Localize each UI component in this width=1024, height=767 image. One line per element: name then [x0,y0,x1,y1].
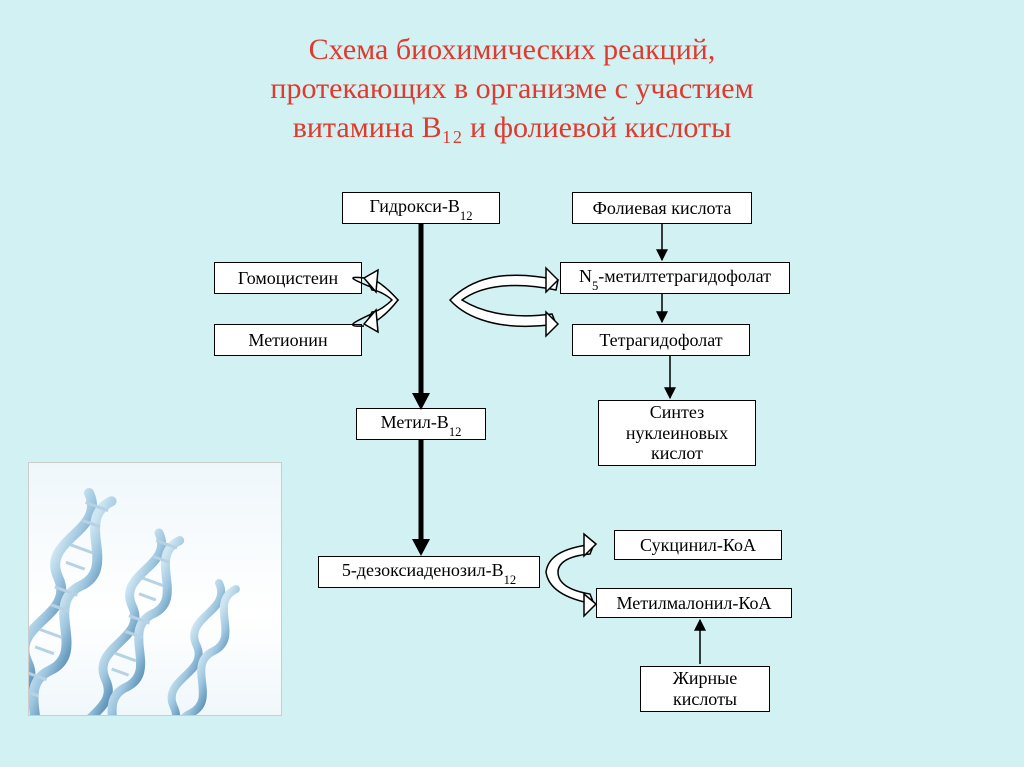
node-thf: Тетрагидофолат [572,324,750,356]
arrow-hydroxy-to-methyl [412,224,430,410]
node-fatty-acids: Жирные кислоты [640,666,770,712]
node-methionine: Метионин [214,324,362,356]
title-line-3: витамина B₁₂ и фолиевой кислоты [293,111,732,144]
diagram-canvas: Схема биохимических реакций, протекающих… [0,0,1024,767]
dna-image [28,462,282,716]
title-line-1: Схема биохимических реакций, [309,33,716,66]
arrow-methyl-to-deoxy [412,440,430,556]
node-folic-acid: Фолиевая кислота [572,192,752,224]
node-succinyl-coa: Сукцинил-КоА [614,530,782,560]
node-homocysteine: Гомоцистеин [214,262,362,294]
node-methylmalonyl-coa: Метилмалонил-КоА [596,588,792,618]
node-hydroxy-b12: Гидрокси-B12 [342,192,500,224]
node-methyl-b12: Метил-B12 [356,408,486,440]
node-n5-mthf: N5-метилтетрагидофолат [560,262,790,294]
node-nucleic-synthesis: Синтез нуклеиновых кислот [598,400,756,466]
title-line-2: протекающих в организме с участием [270,72,753,105]
curved-arrow-deoxy-right [546,534,596,616]
node-deoxyadenosyl-b12: 5-дезоксиаденозил-B12 [318,556,540,588]
curved-arrow-right [450,268,558,336]
diagram-title: Схема биохимических реакций, протекающих… [0,30,1024,147]
